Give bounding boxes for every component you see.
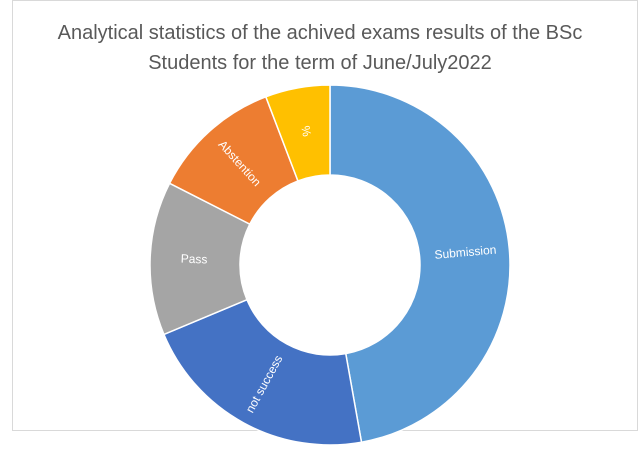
chart-title: Analytical statistics of the achived exa… (57, 22, 583, 74)
slice-label: Pass (181, 252, 208, 267)
slice-label: Submission (434, 243, 497, 262)
donut-slice (329, 84, 511, 444)
slice-label: % (298, 125, 314, 138)
donut-slice (162, 298, 363, 446)
donut-slice (264, 84, 331, 182)
